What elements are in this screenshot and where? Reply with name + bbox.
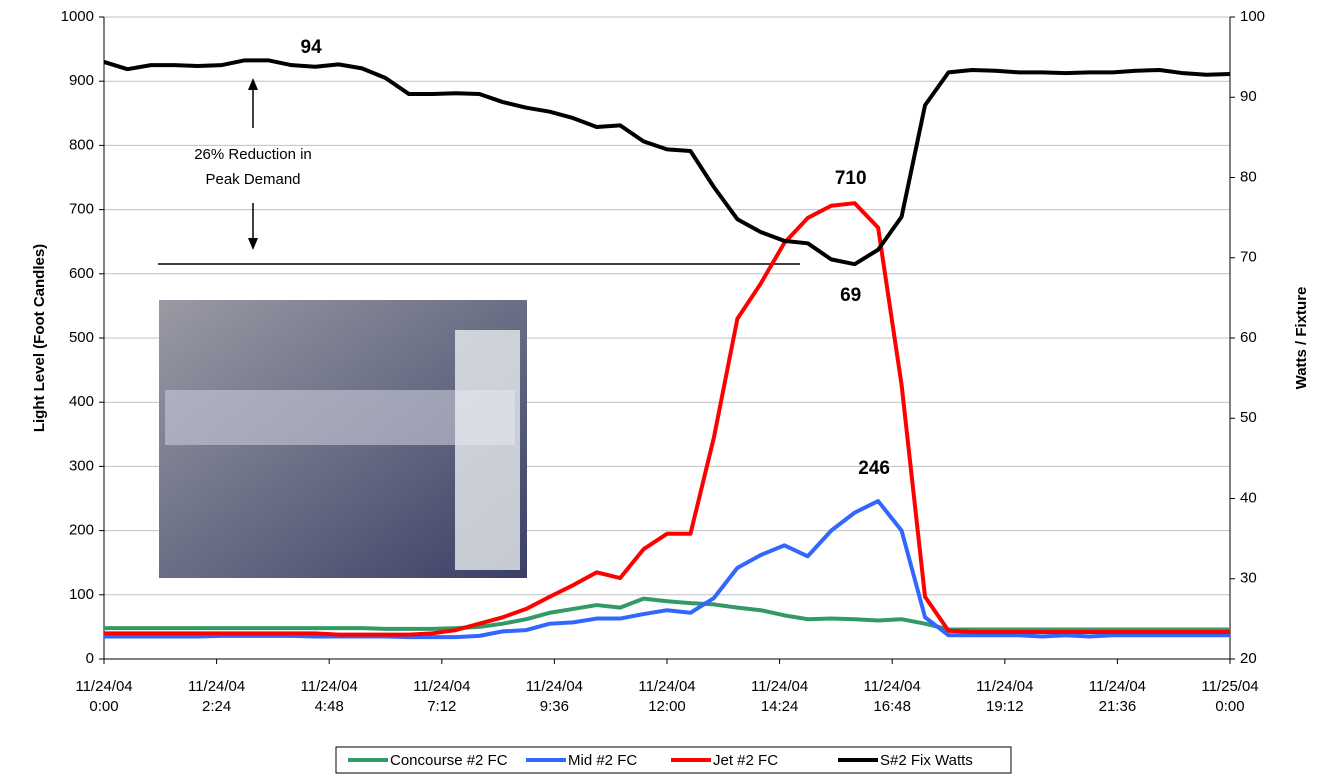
y2-tick-label: 30: [1240, 570, 1257, 587]
legend-label: Mid #2 FC: [568, 752, 637, 769]
photo-light: [455, 330, 520, 570]
x-tick-label: 11/24/04: [638, 678, 695, 695]
y-tick-label: 900: [69, 72, 94, 89]
x-tick-label: 2:24: [202, 698, 231, 715]
y2-tick-label: 80: [1240, 168, 1257, 185]
y-tick-label: 100: [69, 586, 94, 603]
arrow-head: [248, 78, 258, 90]
series-line: [104, 596, 1230, 632]
y-tick-label: 400: [69, 393, 94, 410]
y2-tick-label: 100: [1240, 8, 1265, 25]
annotation: Peak Demand: [205, 171, 300, 188]
x-tick-label: 0:00: [89, 698, 118, 715]
y2-tick-label: 20: [1240, 650, 1257, 667]
x-tick-label: 21:36: [1099, 698, 1137, 715]
y2-tick-label: 40: [1240, 489, 1257, 506]
y-tick-label: 0: [86, 650, 94, 667]
y2-tick-label: 70: [1240, 249, 1257, 266]
y-tick-label: 700: [69, 201, 94, 218]
x-tick-label: 19:12: [986, 698, 1024, 715]
x-tick-label: 14:24: [761, 698, 799, 715]
y2-tick-label: 90: [1240, 88, 1257, 105]
x-tick-label: 11/24/04: [976, 678, 1033, 695]
x-tick-label: 11/24/04: [751, 678, 808, 695]
data-label: 69: [840, 285, 861, 306]
legend-label: Concourse #2 FC: [390, 752, 508, 769]
series-line: [103, 58, 1231, 267]
x-tick-label: 11/25/04: [1201, 678, 1258, 695]
x-tick-label: 11/24/04: [413, 678, 470, 695]
x-tick-label: 7:12: [427, 698, 456, 715]
x-tick-label: 4:48: [315, 698, 344, 715]
x-tick-label: 11/24/04: [526, 678, 583, 695]
legend-label: Jet #2 FC: [713, 752, 778, 769]
data-label: 94: [301, 37, 323, 58]
x-tick-label: 11/24/04: [301, 678, 358, 695]
data-label: 710: [835, 168, 867, 189]
x-tick-label: 11/24/04: [1089, 678, 1146, 695]
data-label: 246: [858, 458, 890, 479]
x-tick-label: 9:36: [540, 698, 569, 715]
x-tick-label: 11/24/04: [188, 678, 245, 695]
y2-tick-label: 50: [1240, 409, 1257, 426]
x-tick-label: 12:00: [648, 698, 686, 715]
y-tick-label: 500: [69, 329, 94, 346]
series-line: [104, 201, 1230, 637]
y-tick-label: 1000: [61, 8, 94, 25]
series-line: [104, 499, 1230, 640]
x-tick-label: 11/24/04: [864, 678, 921, 695]
x-tick-label: 0:00: [1215, 698, 1244, 715]
y2-tick-label: 60: [1240, 329, 1257, 346]
y-tick-label: 200: [69, 522, 94, 539]
y-axis-title: Light Level (Foot Candles): [31, 244, 48, 432]
y-tick-label: 300: [69, 457, 94, 474]
x-tick-label: 16:48: [873, 698, 911, 715]
legend-label: S#2 Fix Watts: [880, 752, 973, 769]
y2-axis-title: Watts / Fixture: [1293, 287, 1310, 390]
x-tick-label: 11/24/04: [75, 678, 132, 695]
y-tick-label: 600: [69, 265, 94, 282]
arrow-head: [248, 238, 258, 250]
y-tick-label: 800: [69, 136, 94, 153]
annotation: 26% Reduction in: [194, 146, 312, 163]
